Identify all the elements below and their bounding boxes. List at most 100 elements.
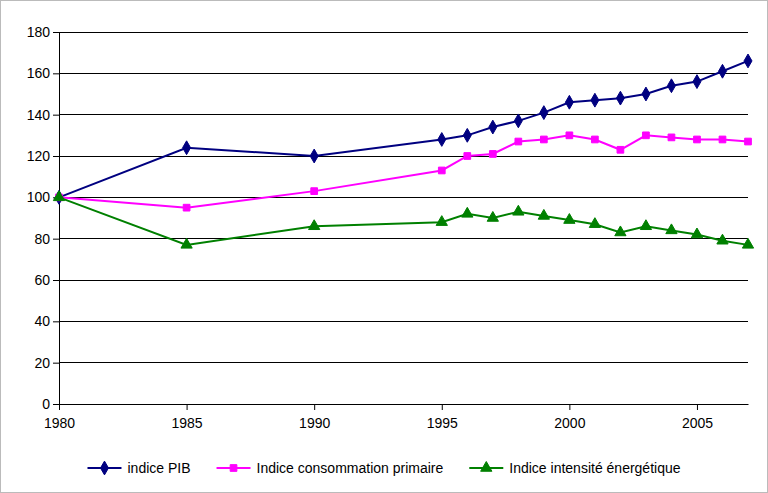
- legend-item: indice PIB: [87, 460, 190, 476]
- grid-line: [59, 321, 748, 322]
- y-tick-label: 140: [27, 107, 51, 123]
- series-marker: [744, 54, 752, 68]
- series-marker: [310, 149, 318, 163]
- series-marker: [514, 114, 522, 128]
- y-tick: 40: [34, 313, 59, 329]
- series-marker: [589, 218, 600, 228]
- series-marker: [615, 226, 626, 236]
- series-marker: [564, 214, 575, 224]
- x-tick-mark: [569, 404, 570, 410]
- y-tick-label: 120: [27, 148, 51, 164]
- x-tick-label: 1995: [427, 415, 458, 431]
- y-tick-mark: [53, 321, 59, 322]
- y-tick-label: 100: [27, 189, 51, 205]
- y-tick-label: 40: [34, 313, 50, 329]
- x-tick: 1995: [427, 404, 458, 431]
- series-marker: [616, 91, 624, 105]
- y-tick: 140: [27, 107, 59, 123]
- x-tick-label: 2000: [554, 415, 585, 431]
- legend-marker: [481, 461, 492, 471]
- series-marker: [438, 133, 446, 147]
- series-marker: [642, 87, 650, 101]
- y-tick: 100: [27, 189, 59, 205]
- series-marker: [668, 134, 675, 141]
- legend-item: Indice intensité énergétique: [469, 460, 680, 476]
- y-tick: 120: [27, 148, 59, 164]
- y-tick-label: 60: [34, 272, 50, 288]
- grid-line: [59, 114, 748, 115]
- y-tick: 160: [27, 65, 59, 81]
- series-marker: [667, 79, 675, 93]
- series-marker: [311, 188, 318, 195]
- y-tick-mark: [53, 32, 59, 33]
- series-marker: [515, 138, 522, 145]
- series-marker: [513, 205, 524, 215]
- series-marker: [565, 95, 573, 109]
- series-marker: [309, 220, 320, 230]
- series-marker: [487, 211, 498, 221]
- series-marker: [717, 234, 728, 244]
- y-tick-mark: [53, 73, 59, 74]
- series-marker: [718, 64, 726, 78]
- x-tick: 2000: [554, 404, 585, 431]
- series-marker: [438, 167, 445, 174]
- x-axis: 1980 1985 1990 1995 2000 2005: [44, 404, 749, 431]
- series-marker: [183, 204, 190, 211]
- series-marker: [183, 141, 191, 155]
- series-marker: [462, 207, 473, 217]
- grid-line: [59, 238, 748, 239]
- y-tick-mark: [53, 239, 59, 240]
- series-marker: [592, 136, 599, 143]
- x-tick-mark: [187, 404, 188, 410]
- x-tick-mark: [697, 404, 698, 410]
- series-line: [59, 197, 748, 245]
- legend-marker: [100, 461, 108, 475]
- series-marker: [691, 228, 702, 238]
- y-tick-mark: [53, 115, 59, 116]
- series-marker: [719, 136, 726, 143]
- series-marker: [540, 106, 548, 120]
- legend-item: Indice consommation primaire: [217, 460, 444, 476]
- y-tick-label: 160: [27, 65, 51, 81]
- series-marker: [643, 132, 650, 139]
- legend: indice PIB Indice consommation primaire In…: [87, 460, 680, 476]
- chart-frame: [1, 1, 768, 493]
- y-tick-mark: [53, 404, 59, 405]
- y-tick-mark: [53, 363, 59, 364]
- x-tick-label: 1985: [172, 415, 203, 431]
- x-tick-mark: [59, 404, 60, 410]
- x-tick-mark: [314, 404, 315, 410]
- series-marker: [489, 151, 496, 158]
- series: [56, 132, 752, 211]
- series-marker: [489, 120, 497, 134]
- x-tick: 2005: [682, 404, 713, 431]
- series-marker: [693, 75, 701, 89]
- y-tick: 60: [34, 272, 59, 288]
- grid-line: [59, 197, 748, 198]
- y-tick: 0: [42, 396, 59, 412]
- series-marker: [181, 238, 192, 248]
- y-tick-label: 20: [34, 355, 50, 371]
- grid-line: [59, 280, 748, 281]
- series-marker: [464, 153, 471, 160]
- grid-line: [59, 73, 748, 74]
- series-marker: [436, 216, 447, 226]
- grid-line: [59, 362, 748, 363]
- series-marker: [640, 220, 651, 230]
- plot-area: [53, 54, 753, 248]
- x-tick-mark: [442, 404, 443, 410]
- y-axis: 0 20 40 60 80 100 120 140 160 180: [27, 24, 60, 412]
- series-marker: [666, 224, 677, 234]
- series: [55, 54, 752, 204]
- series-marker: [694, 136, 701, 143]
- y-tick-mark: [53, 280, 59, 281]
- series-line: [59, 135, 748, 207]
- x-tick-label: 1990: [299, 415, 330, 431]
- x-axis-line: [60, 404, 749, 405]
- y-tick-label: 180: [27, 24, 51, 40]
- y-tick: 80: [34, 231, 59, 247]
- y-tick: 180: [27, 24, 59, 40]
- series-marker: [617, 146, 624, 153]
- x-tick-label: 2005: [682, 415, 713, 431]
- x-tick-label: 1980: [44, 415, 75, 431]
